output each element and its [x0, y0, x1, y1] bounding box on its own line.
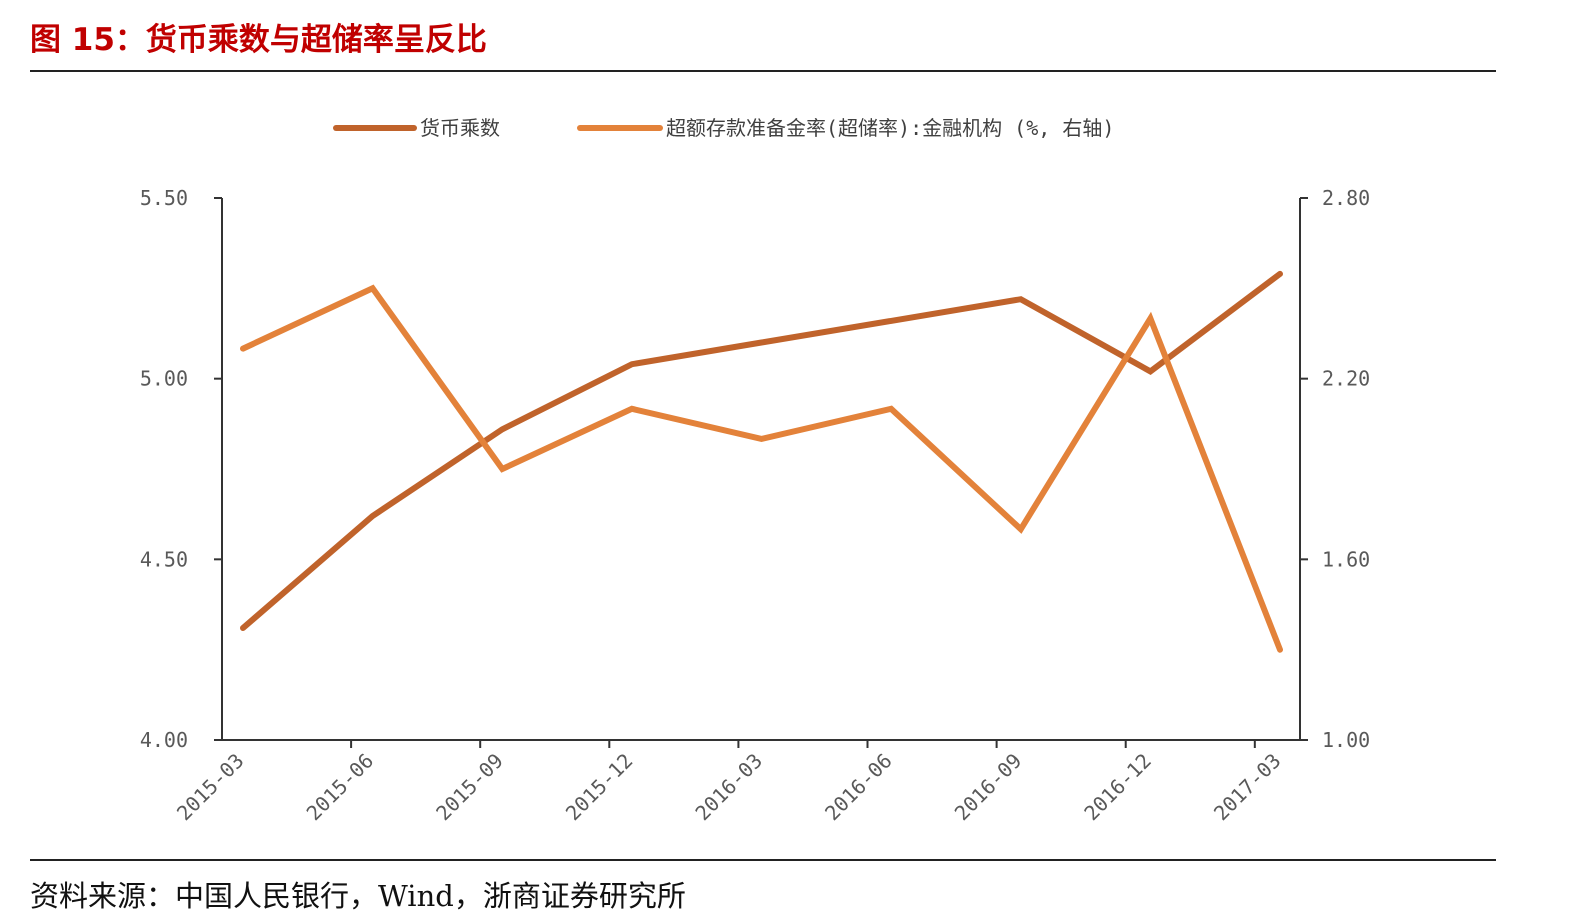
- chart-series: [240, 270, 1283, 653]
- legend-label-money-multiplier: 货币乘数: [420, 116, 500, 140]
- right-y-tick-label: 1.00: [1322, 728, 1370, 752]
- x-tick-label: 2015-06: [302, 749, 379, 826]
- series-line-money-multiplier: [240, 270, 1283, 631]
- x-tick-label: 2016-09: [950, 749, 1027, 826]
- x-tick-label: 2015-12: [561, 749, 638, 826]
- left-y-tick-label: 5.00: [140, 367, 188, 391]
- source-note: 资料来源：中国人民银行，Wind，浙商证券研究所: [30, 879, 686, 913]
- series-line-excess-reserve-ratio: [240, 284, 1283, 653]
- x-tick-label: 2015-03: [172, 749, 249, 826]
- x-tick-label: 2016-03: [690, 749, 767, 826]
- title-rule: [30, 70, 1496, 72]
- left-y-tick-label: 5.50: [140, 186, 188, 210]
- x-tick-label: 2017-03: [1209, 749, 1286, 826]
- left-y-tick-label: 4.50: [140, 547, 188, 571]
- left-y-tick-label: 4.00: [140, 728, 188, 752]
- x-tick-label: 2015-09: [431, 749, 508, 826]
- chart-axes: 4.00 4.50 5.00 5.50 1.00 1.60 2.20 2.80 2015-03 2…: [140, 186, 1370, 825]
- chart-legend: 货币乘数 超额存款准备金率(超储率):金融机构 (%, 右轴): [333, 116, 1114, 140]
- x-tick-label: 2016-12: [1079, 749, 1156, 826]
- right-y-tick-label: 2.80: [1322, 186, 1370, 210]
- right-y-tick-label: 2.20: [1322, 367, 1370, 391]
- figure-title: 图 15：货币乘数与超储率呈反比: [30, 22, 487, 58]
- right-y-tick-label: 1.60: [1322, 547, 1370, 571]
- source-rule: [30, 859, 1496, 861]
- x-tick-label: 2016-06: [820, 749, 897, 826]
- legend-label-excess-reserve-ratio: 超额存款准备金率(超储率):金融机构 (%, 右轴): [666, 116, 1114, 140]
